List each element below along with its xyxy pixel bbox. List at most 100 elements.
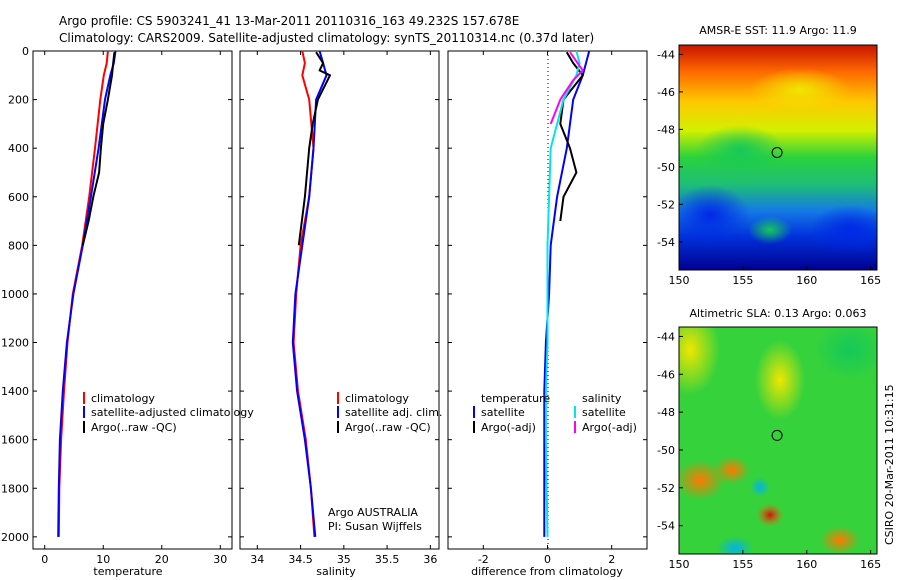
sst-map-frame — [678, 44, 878, 271]
sla_map-lat-label-44: -44 — [657, 330, 675, 343]
depth-tick-label-1600: 1600 — [1, 434, 29, 447]
legend-label-climatology: climatology — [345, 392, 409, 405]
legend-label-sal-satellite: satellite — [582, 406, 626, 419]
temperature-series-group — [57, 50, 117, 537]
org-label: Argo AUSTRALIA — [328, 506, 418, 519]
sla_map-lon-label-155: 155 — [732, 558, 753, 571]
sla_map-lat-label-50: -50 — [657, 444, 675, 457]
sla-warm-sw — [679, 460, 725, 500]
sst_map-lat-label-48: -48 — [657, 123, 675, 136]
difference-series-temperature-argo-adj — [559, 51, 584, 222]
sst-map-panel: AMSR-E SST: 11.9 Argo: 11.9 150 155 160 165… — [657, 24, 881, 287]
depth-tick-label-2000: 2000 — [1, 531, 29, 544]
sst_map-lat-label-54: -54 — [657, 236, 675, 249]
sla_map-lon-label-150: 150 — [669, 558, 690, 571]
sla-cyan-south — [717, 536, 753, 554]
legend-label-sal-argo: Argo(-adj) — [582, 421, 637, 434]
salinity-series-climatology — [292, 50, 316, 537]
difference-xtick-label-2: 2 — [608, 553, 615, 566]
temperature-axis-label: temperature — [93, 565, 162, 578]
legend-label-argo: Argo(..raw -QC) — [345, 421, 431, 434]
legend-label-temp-satellite: satellite — [481, 406, 525, 419]
depth-tick-label-400: 400 — [8, 142, 29, 155]
figure-title-line1: Argo profile: CS 5903241_41 13-Mar-2011 … — [59, 14, 519, 28]
difference-profile-panel: -2 0 2 difference from climatology tempera… — [447, 50, 648, 578]
difference-xtick-label-0: 0 — [544, 553, 551, 566]
legend-heading-temperature: temperature — [481, 392, 550, 405]
difference-series-salinity-satellite — [544, 50, 581, 537]
sla-float-position-marker — [771, 429, 783, 441]
sst_map-lon-label-165: 165 — [860, 274, 881, 287]
temperature-xtick-label-30: 30 — [213, 553, 227, 566]
sla-warm-eddy — [714, 456, 750, 484]
pi-label: PI: Susan Wijffels — [328, 520, 422, 533]
salinity-tick-group: 34 34.5 35 35.5 36 — [240, 50, 439, 566]
legend-label-temp-argo: Argo(-adj) — [481, 421, 536, 434]
sst-cold-feature-east — [810, 205, 877, 255]
difference-series-salinity-argo-adj — [549, 51, 584, 125]
salinity-legend: climatology satellite adj. clim. Argo(..… — [337, 392, 442, 434]
sst_map-lon-label-150: 150 — [669, 274, 690, 287]
sla_map-lat-label-48: -48 — [657, 406, 675, 419]
salinity-xtick-label-34: 34 — [250, 553, 264, 566]
salinity-series-satellite-adj-clim — [291, 50, 328, 537]
salinity-axis-label: salinity — [316, 565, 356, 578]
temperature-profile-panel: 0 200 400 600 800 1000 1200 1400 1600 1800 2000 0 10… — [1, 45, 254, 578]
sla_map-lat-label-52: -52 — [657, 482, 675, 495]
depth-tick-label-1000: 1000 — [1, 288, 29, 301]
difference-legend: temperature satellite Argo(-adj) salinit… — [473, 392, 637, 434]
sla-green-ne — [815, 327, 877, 380]
temperature-tick-group: 0 200 400 600 800 1000 1200 1400 1600 1800 2000 0 10… — [1, 45, 232, 566]
sst-float-position-marker — [771, 147, 783, 158]
salinity-series-argo-raw-qc — [297, 51, 331, 246]
difference-series-group — [543, 50, 591, 537]
depth-tick-label-1400: 1400 — [1, 385, 29, 398]
depth-tick-label-0: 0 — [22, 45, 29, 58]
sla-map-title: Altimetric SLA: 0.13 Argo: 0.063 — [689, 307, 866, 320]
sla-cyan-eddy — [750, 477, 770, 497]
temperature-series-satellite-adjusted-climatology — [57, 50, 117, 537]
depth-tick-label-1200: 1200 — [1, 337, 29, 350]
depth-tick-label-800: 800 — [8, 239, 29, 252]
timestamp-label: CSIRO 20-Mar-2011 10:31:15 — [883, 384, 896, 545]
sst_map-lat-label-50: -50 — [657, 161, 675, 174]
sst-warm-feature — [750, 68, 850, 112]
legend-label-argo: Argo(..raw -QC) — [91, 421, 177, 434]
legend-label-satellite: satellite-adjusted climatology — [91, 406, 254, 419]
sst_map-lat-label-52: -52 — [657, 198, 675, 211]
sst-map-title: AMSR-E SST: 11.9 Argo: 11.9 — [699, 24, 857, 37]
temperature-xtick-label-10: 10 — [96, 553, 110, 566]
temperature-series-climatology — [57, 50, 109, 537]
temperature-xtick-label-0: 0 — [41, 553, 48, 566]
sst-front-feature — [695, 125, 785, 175]
sst_map-lat-label-44: -44 — [657, 48, 675, 61]
salinity-xtick-label-36: 36 — [423, 553, 437, 566]
sst_map-lat-label-46: -46 — [657, 86, 675, 99]
temperature-xtick-label-20: 20 — [155, 553, 169, 566]
sst_map-lon-label-160: 160 — [796, 274, 817, 287]
sla-tick-group: 150 155 160 165 -44 -46 -48 -50 -52 -54 — [657, 330, 881, 571]
sla-red-eddy — [756, 503, 784, 527]
sst-heatmap — [679, 45, 877, 270]
legend-heading-salinity: salinity — [582, 392, 622, 405]
difference-tick-group: -2 0 2 — [448, 50, 647, 566]
figure-title-line2: Climatology: CARS2009. Satellite-adjuste… — [59, 31, 594, 45]
sst-cold-feature — [679, 185, 750, 245]
sla-heatmap — [679, 327, 877, 554]
sla-high-center — [755, 340, 805, 420]
salinity-xtick-label-34-5: 34.5 — [288, 553, 313, 566]
sst-tick-group: 150 155 160 165 -44 -46 -48 -50 -52 -54 — [657, 48, 881, 287]
sla-warm-se — [820, 526, 860, 554]
sla-high-west — [679, 327, 720, 395]
sla_map-lon-label-165: 165 — [860, 558, 881, 571]
sla_map-lat-label-46: -46 — [657, 368, 675, 381]
sla_map-lon-label-160: 160 — [796, 558, 817, 571]
difference-xtick-label-2: -2 — [478, 553, 489, 566]
sst-green-patch — [748, 216, 792, 244]
salinity-profile-panel: 34 34.5 35 35.5 36 salinity climatology sate… — [239, 50, 442, 578]
depth-tick-label-1800: 1800 — [1, 482, 29, 495]
salinity-xtick-label-35: 35 — [337, 553, 351, 566]
temperature-plot-frame — [32, 50, 233, 550]
salinity-plot-frame — [239, 50, 440, 550]
